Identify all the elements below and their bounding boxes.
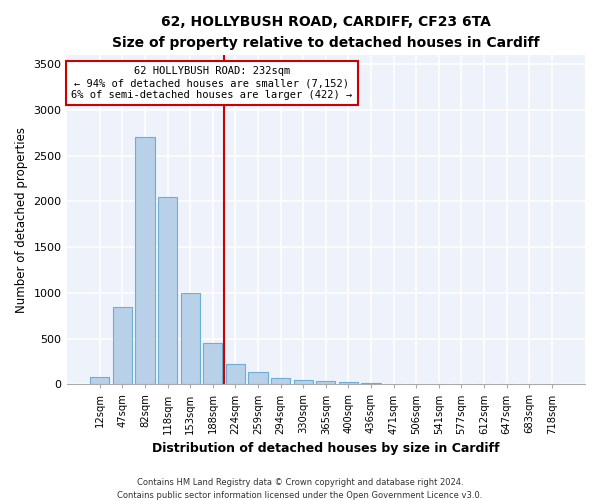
Bar: [136, 138, 155, 384]
Bar: [90, 378, 109, 384]
Text: 62 HOLLYBUSH ROAD: 232sqm
← 94% of detached houses are smaller (7,152)
6% of sem: 62 HOLLYBUSH ROAD: 232sqm ← 94% of detac…: [71, 66, 352, 100]
Y-axis label: Number of detached properties: Number of detached properties: [15, 126, 28, 312]
Bar: [158, 196, 177, 384]
Bar: [271, 378, 290, 384]
Bar: [113, 306, 132, 384]
Bar: [339, 382, 358, 384]
Bar: [181, 293, 200, 384]
Bar: [203, 343, 223, 384]
Title: 62, HOLLYBUSH ROAD, CARDIFF, CF23 6TA
Size of property relative to detached hous: 62, HOLLYBUSH ROAD, CARDIFF, CF23 6TA Si…: [112, 15, 539, 50]
Bar: [293, 380, 313, 384]
Bar: [316, 380, 335, 384]
Text: Contains HM Land Registry data © Crown copyright and database right 2024.
Contai: Contains HM Land Registry data © Crown c…: [118, 478, 482, 500]
Bar: [226, 364, 245, 384]
Bar: [248, 372, 268, 384]
X-axis label: Distribution of detached houses by size in Cardiff: Distribution of detached houses by size …: [152, 442, 500, 455]
